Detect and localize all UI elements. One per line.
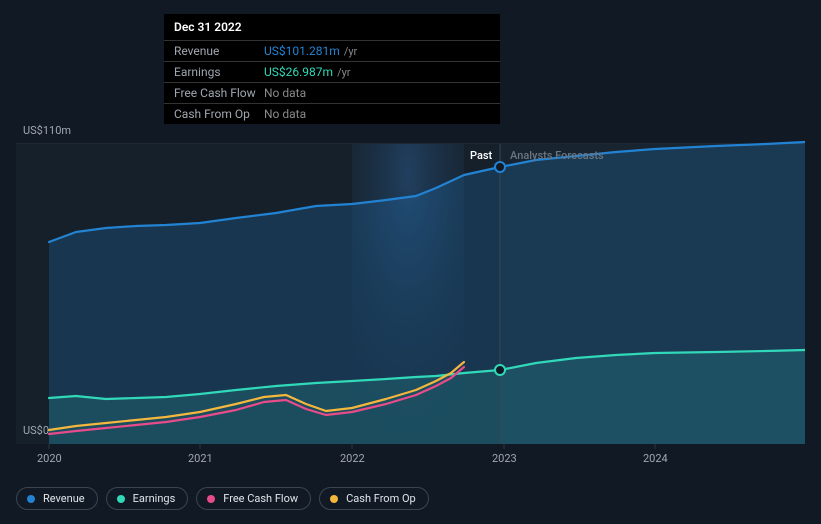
tooltip-label: Cash From Op	[174, 107, 264, 121]
chart-container: US$110m US$0 2020 2021 2022 2023 2024 Pa…	[0, 0, 821, 524]
tooltip-row-revenue: Revenue US$101.281m /yr	[164, 40, 500, 61]
forecast-label: Analysts Forecasts	[510, 149, 604, 162]
tooltip-value: US$26.987m	[264, 65, 333, 79]
legend-dot-icon	[27, 495, 35, 503]
tooltip-date: Dec 31 2022	[164, 14, 500, 40]
legend-item-earnings[interactable]: Earnings	[106, 487, 189, 510]
tooltip-row-fcf: Free Cash Flow No data	[164, 82, 500, 103]
tooltip-value: US$101.281m	[264, 44, 340, 58]
y-tick-max: US$110m	[23, 124, 71, 137]
tooltip-label: Revenue	[174, 44, 264, 58]
x-tick-2020: 2020	[37, 452, 62, 465]
tooltip-value: No data	[264, 107, 306, 121]
tooltip-row-cfo: Cash From Op No data	[164, 103, 500, 124]
tooltip-label: Free Cash Flow	[174, 86, 264, 100]
x-tick-2023: 2023	[492, 452, 517, 465]
legend-label: Revenue	[43, 492, 85, 505]
legend-item-cfo[interactable]: Cash From Op	[319, 487, 429, 510]
legend-label: Free Cash Flow	[223, 492, 298, 505]
legend-dot-icon	[207, 495, 215, 503]
x-tick-2021: 2021	[188, 452, 213, 465]
chart-tooltip: Dec 31 2022 Revenue US$101.281m /yr Earn…	[164, 14, 500, 124]
tooltip-row-earnings: Earnings US$26.987m /yr	[164, 61, 500, 82]
legend: Revenue Earnings Free Cash Flow Cash Fro…	[16, 487, 429, 510]
legend-item-fcf[interactable]: Free Cash Flow	[196, 487, 311, 510]
x-tick-2024: 2024	[643, 452, 668, 465]
legend-item-revenue[interactable]: Revenue	[16, 487, 98, 510]
y-tick-min: US$0	[23, 424, 49, 437]
legend-label: Earnings	[133, 492, 176, 505]
tooltip-value: No data	[264, 86, 306, 100]
tooltip-label: Earnings	[174, 65, 264, 79]
legend-dot-icon	[330, 495, 338, 503]
legend-dot-icon	[117, 495, 125, 503]
tooltip-unit: /yr	[337, 66, 350, 79]
tooltip-unit: /yr	[344, 45, 357, 58]
past-label: Past	[470, 149, 492, 162]
x-tick-2022: 2022	[340, 452, 365, 465]
legend-label: Cash From Op	[346, 492, 416, 505]
